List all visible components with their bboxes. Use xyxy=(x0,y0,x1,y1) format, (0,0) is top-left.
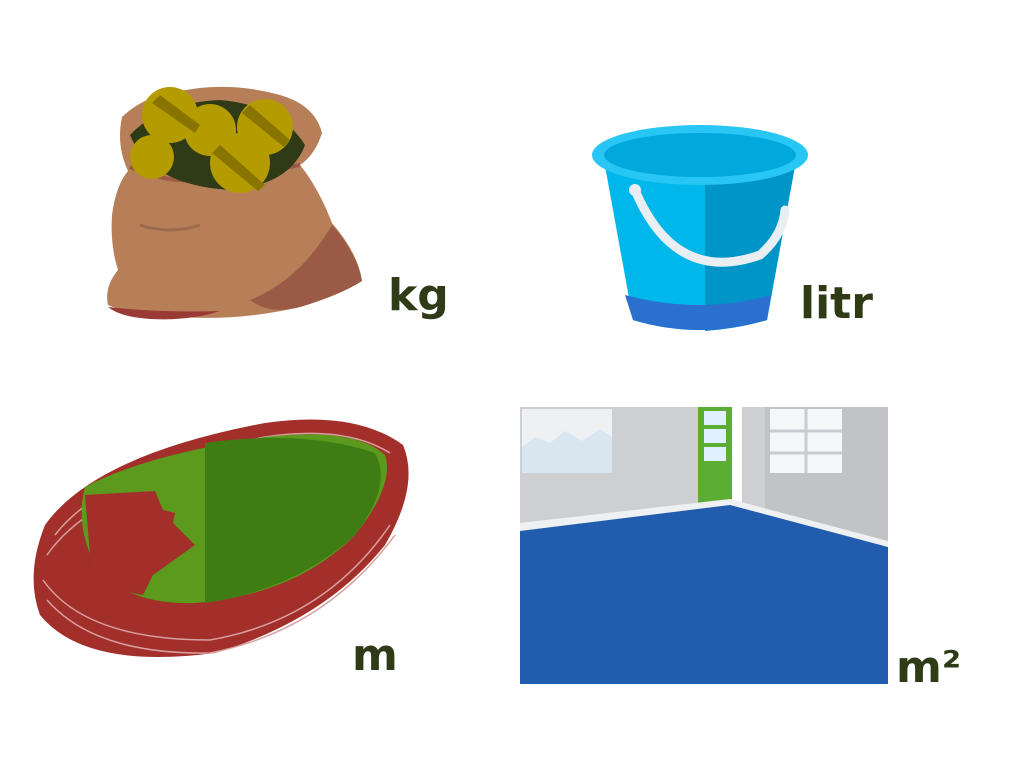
room-floor-icon xyxy=(520,407,888,684)
unit-label-m: m xyxy=(352,630,398,681)
unit-label-litr: litr xyxy=(800,278,873,329)
unit-label-kg: kg xyxy=(388,270,449,321)
sack-of-potatoes-icon xyxy=(107,86,362,320)
running-track-icon xyxy=(33,419,409,658)
bucket-icon xyxy=(592,125,808,331)
unit-label-m2: m² xyxy=(896,642,962,693)
